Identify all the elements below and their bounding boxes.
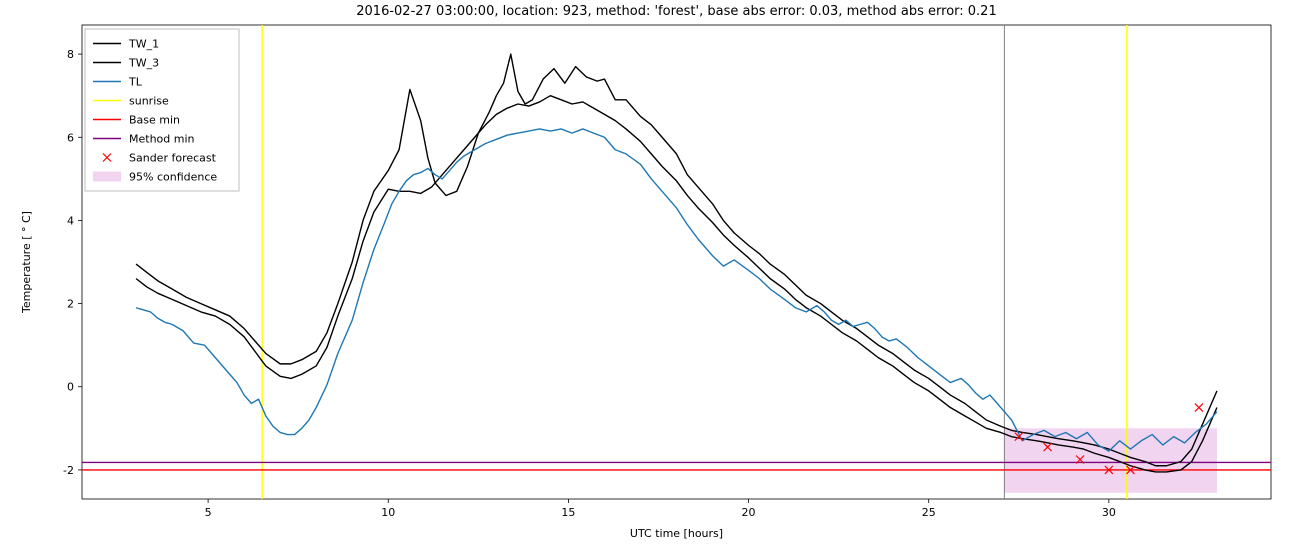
legend-label: TW_1 — [128, 38, 159, 51]
y-axis-label: Temperature [ ° C] — [20, 211, 33, 314]
confidence-band — [1004, 428, 1217, 492]
chart-title: 2016-02-27 03:00:00, location: 923, meth… — [356, 4, 996, 19]
ytick-label: -2 — [63, 464, 74, 477]
xtick-label: 25 — [922, 506, 936, 519]
ytick-label: 8 — [67, 48, 74, 61]
chart-container: 5 10 15 20 25 30 -2 0 2 4 6 8 UTC time [hours] Temper… — [0, 0, 1313, 547]
ytick-label: 2 — [67, 298, 74, 311]
xtick-label: 10 — [381, 506, 395, 519]
x-axis-label: UTC time [hours] — [630, 527, 723, 540]
legend-label: Base min — [129, 114, 180, 127]
xtick-label: 5 — [205, 506, 212, 519]
legend-label: Sander forecast — [129, 152, 217, 165]
legend-label: 95% confidence — [129, 171, 217, 184]
xtick-label: 30 — [1102, 506, 1116, 519]
ytick-label: 6 — [67, 131, 74, 144]
ytick-label: 0 — [67, 381, 74, 394]
plot-area — [82, 25, 1271, 499]
legend-label: TW_3 — [128, 57, 159, 70]
temperature-chart: 5 10 15 20 25 30 -2 0 2 4 6 8 UTC time [hours] Temper… — [0, 0, 1313, 547]
legend-label: Method min — [129, 133, 195, 146]
legend-label: sunrise — [129, 95, 169, 108]
ytick-label: 4 — [67, 214, 74, 227]
xtick-label: 15 — [561, 506, 575, 519]
legend-label: TL — [128, 76, 143, 89]
legend: TW_1 TW_3 TL sunrise Base min Method min Sande… — [85, 29, 239, 191]
xtick-label: 20 — [742, 506, 756, 519]
